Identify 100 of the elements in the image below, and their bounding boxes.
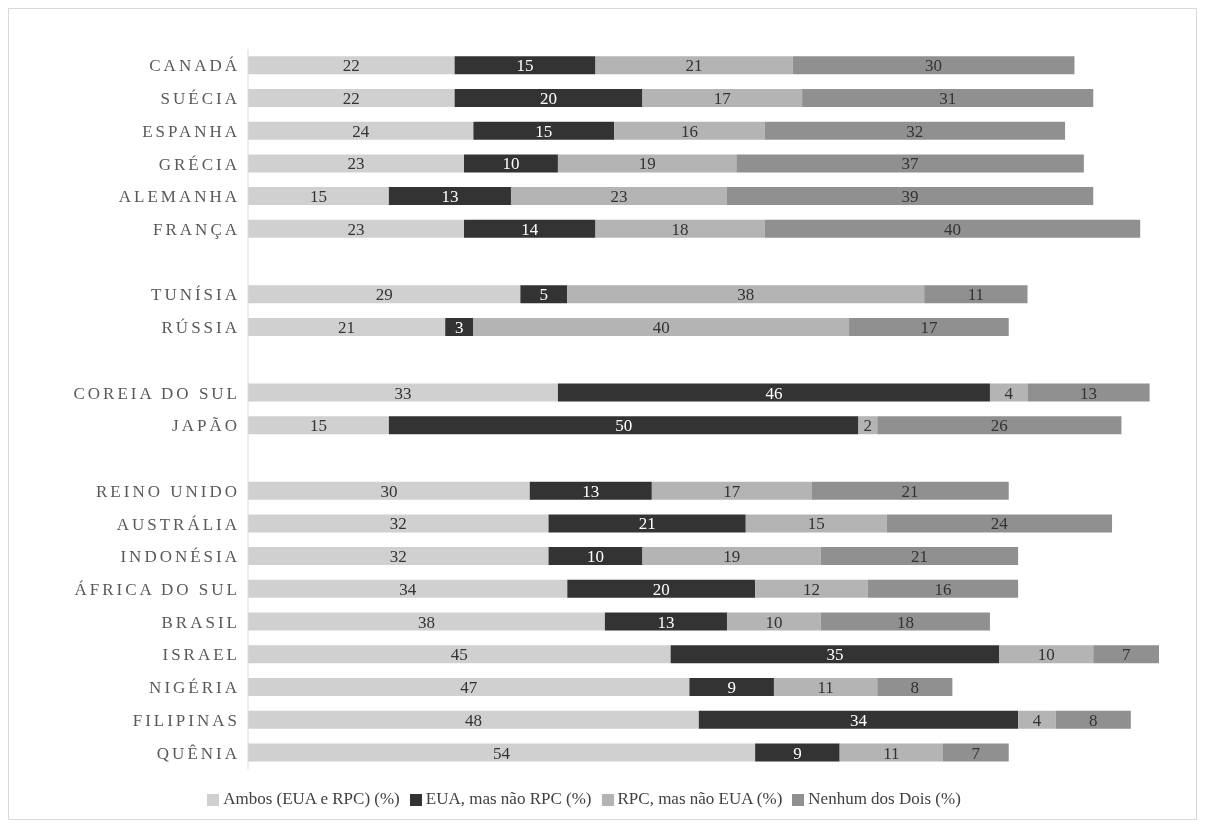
data-label: 22 <box>342 56 360 76</box>
data-label: 4 <box>1032 710 1042 730</box>
bar <box>614 121 765 140</box>
data-label: 23 <box>347 154 365 174</box>
bar <box>1055 710 1131 729</box>
bar <box>604 612 727 631</box>
data-label: 15 <box>807 514 825 534</box>
data-label: 11 <box>967 285 985 305</box>
data-label: 15 <box>535 121 553 141</box>
bar <box>811 481 1009 500</box>
data-label: 10 <box>765 612 783 632</box>
data-label: 46 <box>765 383 783 403</box>
data-label: 18 <box>671 219 689 239</box>
data-label: 15 <box>309 416 327 436</box>
data-label: 32 <box>389 547 407 567</box>
y-tick-label: TUNÍSIA <box>151 285 240 305</box>
data-label: 8 <box>1089 710 1098 730</box>
bar <box>989 383 1028 402</box>
bar <box>1027 383 1150 402</box>
data-label: 37 <box>901 154 920 174</box>
data-label: 29 <box>375 285 393 305</box>
bar <box>670 645 1000 664</box>
data-label: 7 <box>1121 645 1131 665</box>
data-label: 54 <box>493 743 511 763</box>
bar <box>388 416 859 435</box>
data-label: 16 <box>680 121 698 141</box>
bar <box>745 514 887 533</box>
data-label: 33 <box>394 383 412 403</box>
bar <box>651 481 812 500</box>
y-tick-label: JAPÃO <box>172 416 240 436</box>
data-label: 11 <box>883 743 900 763</box>
data-label: 17 <box>713 88 732 108</box>
data-label: 20 <box>540 88 558 108</box>
bar <box>877 416 1122 435</box>
bar <box>839 743 943 762</box>
data-label: 23 <box>347 219 365 239</box>
bar <box>557 154 737 173</box>
data-label: 19 <box>723 547 741 567</box>
y-tick-label: ALEMANHA <box>118 187 240 207</box>
y-tick-label: CANADÁ <box>149 56 240 76</box>
bar <box>454 88 643 107</box>
data-label: 38 <box>737 285 755 305</box>
data-label: 17 <box>723 481 741 501</box>
data-label: 35 <box>826 645 844 665</box>
bar <box>867 579 1019 598</box>
bar <box>698 710 1019 729</box>
bar <box>886 514 1113 533</box>
bar <box>773 678 878 697</box>
y-tick-label: AUSTRÁLIA <box>116 514 240 534</box>
y-tick-label: NIGÉRIA <box>149 678 240 698</box>
data-label: 22 <box>342 88 360 108</box>
data-label: 10 <box>1037 645 1055 665</box>
bar <box>726 612 821 631</box>
bar <box>924 285 1028 304</box>
bar <box>529 481 652 500</box>
data-label: 31 <box>939 88 957 108</box>
data-label: 38 <box>417 612 435 632</box>
data-label: 26 <box>990 416 1008 436</box>
data-label: 34 <box>399 579 417 599</box>
data-label: 32 <box>389 514 407 534</box>
data-label: 4 <box>1004 383 1014 403</box>
bar <box>802 88 1094 107</box>
bar <box>642 547 821 566</box>
y-tick-label: RÚSSIA <box>161 318 240 338</box>
y-tick-label: ÁFRICA DO SUL <box>74 580 240 600</box>
bar <box>595 219 765 238</box>
data-label: 17 <box>920 318 938 338</box>
bar <box>755 579 868 598</box>
y-tick-label: ISRAEL <box>162 645 240 665</box>
data-label: 32 <box>906 121 924 141</box>
bar <box>595 56 793 75</box>
data-label: 23 <box>610 187 628 207</box>
data-label: 34 <box>849 710 868 730</box>
data-label: 18 <box>896 612 914 632</box>
data-label: 39 <box>901 187 919 207</box>
data-label: 13 <box>657 612 675 632</box>
y-tick-label: COREIA DO SUL <box>73 383 240 403</box>
bar <box>464 154 558 173</box>
data-label: 20 <box>652 579 670 599</box>
data-label: 10 <box>502 154 520 174</box>
data-label: 24 <box>990 514 1009 534</box>
data-label: 9 <box>727 678 736 698</box>
data-label: 24 <box>352 121 370 141</box>
bar <box>520 285 568 304</box>
data-label: 50 <box>615 416 633 436</box>
data-label: 40 <box>943 219 961 239</box>
bar <box>464 219 596 238</box>
bar <box>689 678 774 697</box>
data-label: 8 <box>910 678 920 698</box>
data-label: 40 <box>652 318 670 338</box>
y-tick-label: ESPANHA <box>142 121 240 141</box>
data-label: 21 <box>638 514 656 534</box>
bar <box>849 318 1009 337</box>
legend-label: Nenhum dos Dois (%) <box>808 789 961 808</box>
data-label: 21 <box>911 547 929 567</box>
data-label: 12 <box>803 579 821 599</box>
bar <box>999 645 1094 664</box>
bar <box>792 56 1075 75</box>
bar <box>567 285 925 304</box>
y-tick-label: INDONÉSIA <box>120 547 240 567</box>
